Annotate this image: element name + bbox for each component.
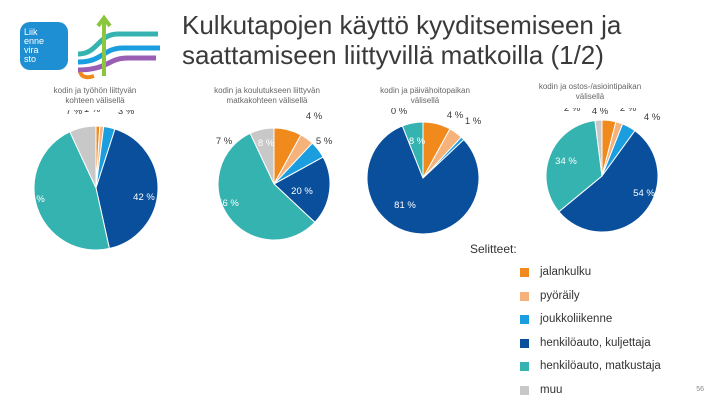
legend-swatch (520, 292, 529, 301)
page-title-line: Kulkutapojen käyttö kyyditsemiseen ja (182, 10, 712, 40)
legend-title: Selitteet: (470, 242, 517, 256)
pie-chart-daycare: 8 % 4 %1 % 81 % 6 %0 % (355, 108, 505, 248)
chart-title-line: välisellä (360, 96, 490, 106)
logo: Liik enne vira sto (20, 22, 68, 70)
legend-item: henkilöauto, kuljettaja (470, 337, 517, 361)
decorative-arrows-icon (68, 14, 168, 80)
legend-swatch (520, 362, 529, 371)
legend-item: muu (470, 384, 517, 407)
pie-data-label: 0 % (391, 108, 408, 117)
chart-2-title: kodin ja koulutukseen liittyvän matkakoh… (192, 86, 342, 106)
pie-data-label: 7 % (66, 110, 83, 117)
chart-title-line: kodin ja työhön liittyvän (30, 86, 160, 96)
pie-data-label: 5 % (316, 136, 333, 147)
pie-data-label: 3 % (118, 110, 135, 117)
legend-swatch (520, 386, 529, 395)
chart-title-line: kohteen välisellä (30, 96, 160, 106)
legend-item: joukkoliikenne (470, 313, 517, 337)
chart-1-title: kodin ja työhön liittyvän kohteen välise… (30, 86, 160, 106)
chart-title-line: kodin ja ostos-/asiointipaikan (520, 82, 660, 92)
pie-data-label: 2 % (620, 108, 637, 114)
legend-label: henkilöauto, kuljettaja (540, 337, 651, 349)
page-title-line: saattamiseen liittyvillä matkoilla (1/2) (182, 40, 712, 70)
legend-item: jalankulku (470, 266, 517, 290)
legend-swatch (520, 339, 529, 348)
chart-title-line: kodin ja koulutukseen liittyvän (192, 86, 342, 96)
pie-data-label: 4 % (644, 112, 661, 123)
legend-item: henkilöauto, matkustaja (470, 360, 517, 384)
logo-text-line: sto (24, 55, 64, 64)
page-number: 56 (696, 386, 704, 393)
legend-label: joukkoliikenne (540, 313, 612, 325)
pie-data-label: 81 % (394, 200, 416, 211)
pie-data-label: 54 % (633, 188, 655, 199)
legend-item: pyöräily (470, 290, 517, 314)
pie-data-label: 42 % (133, 192, 155, 203)
legend-label: henkilöauto, matkustaja (540, 360, 661, 372)
pie-chart-work: 1 % 3 % 42 % 47 % 7 % (20, 110, 180, 250)
legend-label: pyöräily (540, 290, 580, 302)
pie-data-label: 8 % (258, 138, 275, 149)
pie-data-label: 7 % (216, 136, 233, 147)
page-title: Kulkutapojen käyttö kyyditsemiseen ja sa… (182, 10, 712, 70)
chart-3-title: kodin ja päivähoitopaikan välisellä (360, 86, 490, 106)
chart-title-line: matkakohteen välisellä (192, 96, 342, 106)
pie-data-label: 47 % (23, 194, 45, 205)
pie-data-label: 2 % (564, 108, 581, 114)
pie-data-label: 4 % (306, 112, 323, 122)
pie-data-label: 56 % (217, 198, 239, 209)
chart-title-line: kodin ja päivähoitopaikan (360, 86, 490, 96)
pie-data-label: 1 % (465, 116, 482, 127)
pie-data-label: 4 % (592, 108, 609, 117)
pie-data-label: 6 % (375, 108, 392, 117)
chart-title-line: välisellä (520, 92, 660, 102)
pie-data-label: 1 % (84, 110, 101, 115)
pie-data-label: 34 % (555, 156, 577, 167)
pie-data-label: 8 % (409, 136, 426, 147)
legend-swatch (520, 268, 529, 277)
chart-4-title: kodin ja ostos-/asiointipaikan välisellä (520, 82, 660, 102)
legend-label: muu (540, 384, 562, 396)
pie-data-label: 4 % (447, 110, 464, 121)
legend-label: jalankulku (540, 266, 591, 278)
legend-swatch (520, 315, 529, 324)
pie-chart-shopping: 4 % 2 % 4 % 54 % 34 % 2 % (520, 108, 670, 243)
pie-chart-education: 8 % 4 % 5 % 20 % 56 % 7 % (192, 112, 342, 252)
pie-data-label: 20 % (291, 186, 313, 197)
